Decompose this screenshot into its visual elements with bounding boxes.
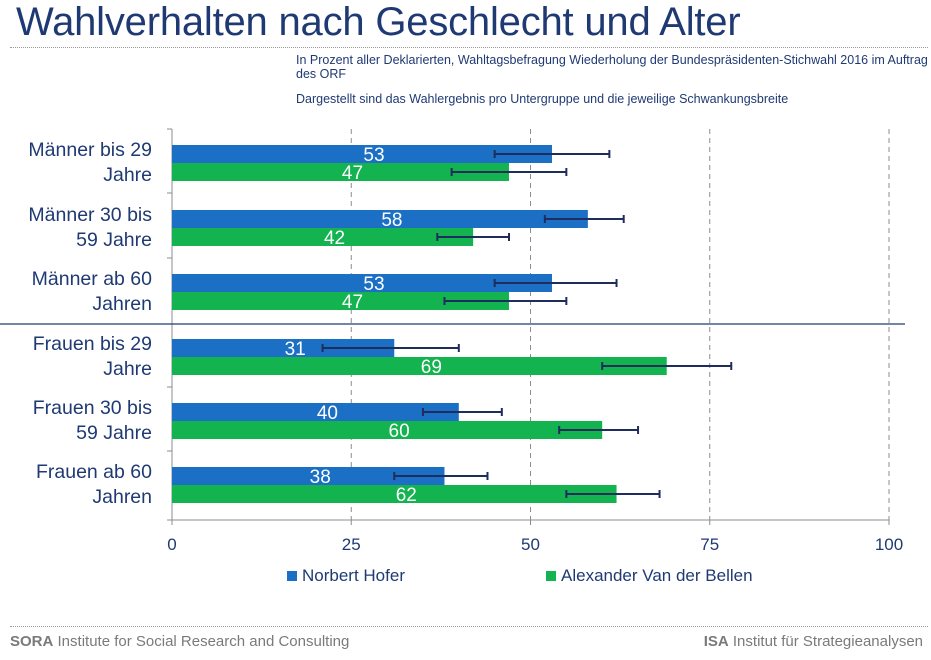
- legend-swatch-hofer: [287, 571, 297, 581]
- bar-vdb: [172, 292, 509, 310]
- chart-subtitle: In Prozent aller Deklarierten, Wahltagsb…: [296, 53, 928, 81]
- title-divider: [10, 47, 928, 48]
- bar-vdb: [172, 357, 667, 375]
- legend-label-hofer: Norbert Hofer: [302, 566, 405, 585]
- category-label: Männer bis 29 Jahre: [28, 139, 152, 186]
- x-tick-label: 75: [700, 535, 719, 554]
- legend-item-vdb: Alexander Van der Bellen: [546, 566, 753, 586]
- legend-swatch-vdb: [546, 571, 556, 581]
- category-label: Frauen 30 bis 59 Jahre: [33, 397, 152, 444]
- footer-source: SORA Institute for Social Research and C…: [10, 633, 349, 650]
- bar-hofer: [172, 145, 553, 163]
- legend-item-hofer: Norbert Hofer: [287, 566, 405, 586]
- bar-value-label: 31: [285, 339, 306, 360]
- x-tick-label: 100: [875, 535, 903, 554]
- bar-hofer: [172, 467, 445, 485]
- bar-hofer: [172, 339, 395, 357]
- x-tick-label: 25: [342, 535, 361, 554]
- category-label: Frauen ab 60 Jahren: [36, 461, 152, 508]
- category-label: Männer 30 bis 59 Jahre: [28, 204, 152, 251]
- bar-value-label: 62: [396, 485, 417, 506]
- bar-value-label: 40: [317, 403, 338, 424]
- x-tick-label: 50: [521, 535, 540, 554]
- bar-value-label: 47: [342, 292, 363, 313]
- bar-value-label: 53: [363, 145, 384, 166]
- bar-hofer: [172, 210, 588, 228]
- legend-label-vdb: Alexander Van der Bellen: [561, 566, 753, 585]
- footer-source-abbr: SORA: [10, 633, 54, 650]
- chart-title: Wahlverhalten nach Geschlecht und Alter: [16, 0, 741, 44]
- bar-value-label: 47: [342, 163, 363, 184]
- bar-value-label: 60: [389, 421, 410, 442]
- bar-vdb: [172, 228, 474, 246]
- chart-legend: Norbert Hofer Alexander Van der Bellen: [0, 566, 931, 590]
- footer-divider: [10, 626, 928, 627]
- footer-partner-abbr: ISA: [703, 633, 729, 650]
- bar-chart: 0 25 50 75 100 Männer bis 29 Jahre Männer 30 bi…: [0, 128, 905, 554]
- x-tick-label: 0: [167, 535, 176, 554]
- bar-value-label: 69: [421, 357, 442, 378]
- chart-note: Dargestellt sind das Wahlergebnis pro Un…: [296, 92, 789, 106]
- footer-source-name: Institute for Social Research and Consul…: [57, 633, 350, 650]
- bar-hofer: [172, 403, 459, 421]
- bar-vdb: [172, 421, 603, 439]
- bar-hofer: [172, 274, 553, 292]
- footer-partner: ISA Institut für Strategieanalysen: [704, 633, 923, 650]
- bar-value-label: 53: [363, 274, 384, 295]
- category-label: Frauen bis 29 Jahre: [33, 333, 152, 380]
- bar-value-label: 38: [310, 467, 331, 488]
- bar-value-label: 58: [381, 210, 402, 231]
- bar-value-label: 42: [324, 228, 345, 249]
- bar-vdb: [172, 485, 617, 503]
- footer-partner-name: Institut für Strategieanalysen: [732, 633, 923, 650]
- category-label: Männer ab 60 Jahren: [32, 268, 152, 315]
- bar-vdb: [172, 163, 509, 181]
